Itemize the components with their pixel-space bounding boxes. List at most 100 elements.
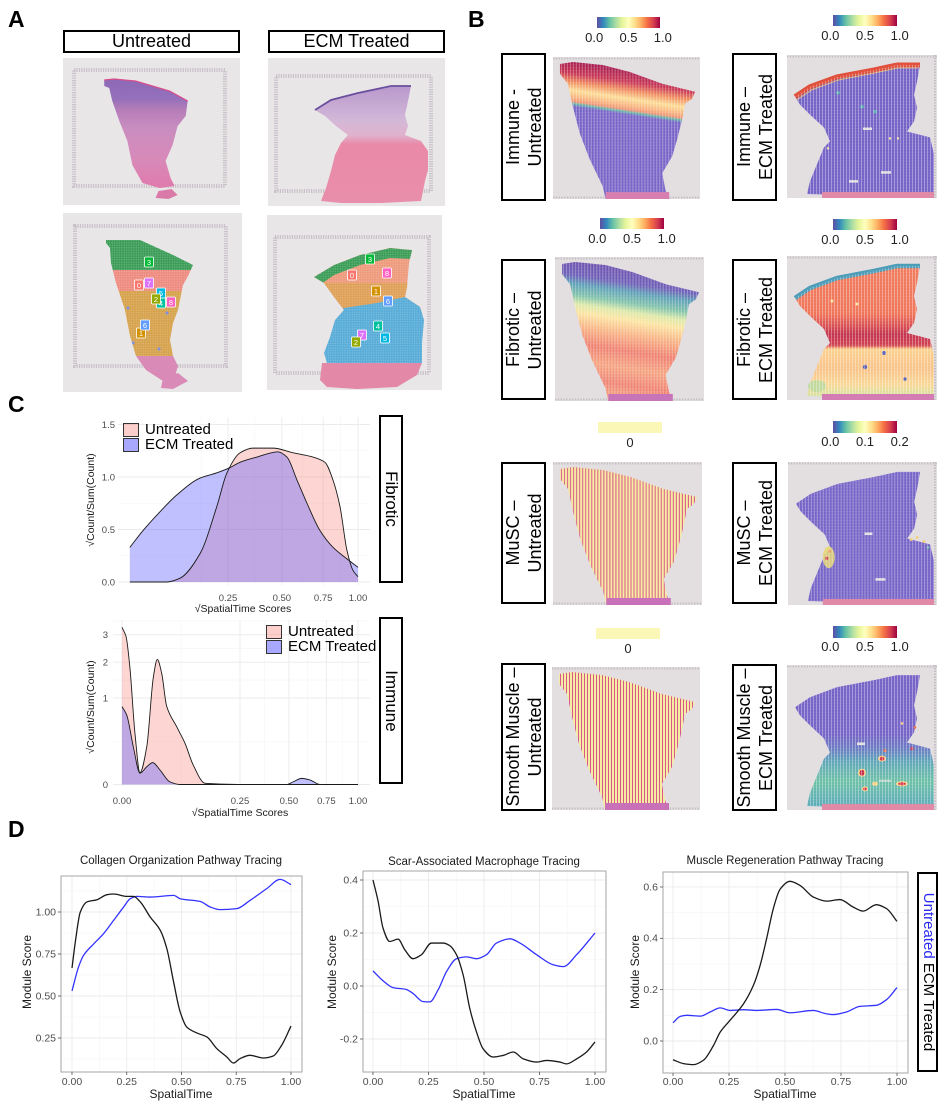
fiducial-frame xyxy=(273,235,431,375)
y-tick-label: 0 xyxy=(103,780,108,791)
density-outline-ecm-treated xyxy=(121,706,358,785)
cluster-badge-label: 8 xyxy=(385,269,389,278)
density-area-untreated xyxy=(122,627,358,785)
colorbar-tick: 0.5 xyxy=(622,231,642,246)
grid xyxy=(118,417,370,585)
cluster-badge-0: 0 xyxy=(134,279,144,291)
tissue-edge xyxy=(605,803,669,810)
cluster-badge-label: 6 xyxy=(386,297,390,306)
strip-immune: Immune xyxy=(379,617,403,784)
cluster-badge-label: 2 xyxy=(354,338,358,347)
label-smooth-muscle-ecm: Smooth Muscle – ECM Treated xyxy=(732,664,777,811)
legend-immune: Untreated ECM Treated xyxy=(266,624,376,654)
chart-immune-density: √SpatialTime Scores √Count/Sum(Count) 0.… xyxy=(85,620,370,819)
density-outline-untreated xyxy=(129,447,359,583)
legend-tracing: Untreated ECM Treated xyxy=(917,872,938,1072)
x-tick-label: 0.50 xyxy=(171,1076,192,1088)
x-tick-label: 0.00 xyxy=(62,1076,83,1088)
y-tick-label: 0.0 xyxy=(102,577,115,588)
colorbar-tick: 0.0 xyxy=(821,232,840,247)
label-text: Smooth Muscle – Untreated xyxy=(502,667,546,806)
y-tick-label: 0.4 xyxy=(643,933,658,945)
cluster-badge-box xyxy=(365,253,375,265)
legend-label: ECM Treated xyxy=(145,436,234,453)
spatial-map-immune-ecm xyxy=(787,55,937,198)
fiducial-frame xyxy=(73,224,228,368)
label-line-2: ECM Treated xyxy=(755,479,776,587)
tissue-section xyxy=(104,79,188,188)
x-tick-label: 0.75 xyxy=(314,593,333,604)
label-line-2: Untreated xyxy=(524,289,545,370)
y-tick-label: 2 xyxy=(103,658,108,669)
spatial-map-smooth-muscle-ecm xyxy=(787,665,937,810)
y-tick-label: 0.25 xyxy=(36,1032,57,1044)
plot-background xyxy=(363,871,606,1072)
panel-border xyxy=(362,870,607,1073)
tissue-edge xyxy=(314,85,411,111)
tissue-edge xyxy=(822,599,935,605)
tissue-fragment xyxy=(155,189,178,199)
cluster-badge-box xyxy=(166,296,176,308)
colorbar-immune-untreated xyxy=(597,17,660,28)
x-tick-label: 1.00 xyxy=(887,1076,908,1088)
colorbar-tick: 0.5 xyxy=(855,28,875,43)
legend-item-untreated: Untreated xyxy=(266,624,376,639)
colorbar-ticks-musc-ecm: 0.0 0.1 0.2 xyxy=(813,435,917,449)
colorbar-tick: 0.0 xyxy=(821,434,840,449)
cluster-badge-label: 2 xyxy=(154,295,158,304)
x-axis-title: √SpatialTime Scores xyxy=(192,807,288,819)
cluster-badge-box xyxy=(351,336,361,348)
cluster-badge-label: 8 xyxy=(169,298,173,307)
x-tick-label: 0.75 xyxy=(831,1076,852,1088)
colorbar-immune-ecm xyxy=(833,15,897,26)
y-tick-label: 0.5 xyxy=(102,525,115,536)
tissue-edge xyxy=(606,598,671,605)
colorbar-ticks-fibrotic-untreated: 0.0 0.5 1.0 xyxy=(580,232,684,246)
label-text: Immune - Untreated xyxy=(502,87,546,166)
colorbar-ticks-musc-untreated: 0 xyxy=(598,436,662,450)
legend-item-ecm: ECM Treated xyxy=(266,639,376,654)
grid xyxy=(363,871,606,1072)
x-tick-label: 0.25 xyxy=(418,1076,439,1088)
tissue-fragment xyxy=(161,373,188,389)
label-text: Fibrotic – Untreated xyxy=(502,290,546,369)
label-fibrotic-ecm: Fibrotic – ECM Treated xyxy=(732,259,777,400)
colorbar-ticks-smooth-muscle-ecm: 0.0 0.5 1.0 xyxy=(813,640,917,654)
chart-title: Scar-Associated Macrophage Tracing xyxy=(388,856,580,868)
line-untreated xyxy=(672,987,898,1024)
label-line-1: MuSC – xyxy=(733,500,754,566)
cluster-badge-2: 2 xyxy=(351,336,361,348)
y-axis-title: √Count/Sum(Count) xyxy=(85,453,97,546)
y-axis-title: Module Score xyxy=(628,935,642,1009)
x-tick-label: 0.75 xyxy=(529,1076,550,1088)
colorbar-tick: 0.0 xyxy=(588,231,607,246)
fiducial-frame xyxy=(274,74,433,193)
header-ecm-treated: ECM Treated xyxy=(268,30,445,53)
legend-swatch-ecm xyxy=(266,639,282,654)
cluster-badge-box xyxy=(144,277,154,289)
label-text: MuSC – ECM Treated xyxy=(733,480,777,586)
colorbar-ticks-immune-untreated: 0.0 0.5 1.0 xyxy=(577,31,680,45)
x-tick-label: 0.25 xyxy=(219,593,238,604)
series-layer xyxy=(71,878,292,1064)
legend-swatch-untreated xyxy=(266,624,282,639)
colorbar-tick: 1.0 xyxy=(653,30,672,45)
cluster-badge-box xyxy=(382,267,392,279)
grid xyxy=(663,872,908,1073)
colorbar-tick: 1.0 xyxy=(890,639,909,654)
cluster-image-ecm-treated: 3 0 816 4 7 5 2 xyxy=(267,215,442,390)
y-tick-label: 1.0 xyxy=(102,472,115,483)
cluster-badge-box xyxy=(140,319,150,331)
label-smooth-muscle-untreated: Smooth Muscle – Untreated xyxy=(501,663,546,811)
x-tick-label: 0.50 xyxy=(273,593,292,604)
colorbar-ticks-smooth-muscle-untreated: 0 xyxy=(596,642,660,656)
colorbar-tick: 1.0 xyxy=(890,28,909,43)
strip-text: Fibrotic xyxy=(382,471,401,527)
x-tick-label: 1.00 xyxy=(349,796,368,807)
label-text: Smooth Muscle – ECM Treated xyxy=(733,668,777,807)
cluster-badge-7: 7 xyxy=(144,277,154,289)
y-tick-label: 0.2 xyxy=(343,927,358,939)
cluster-badges: 3 0 816 4 7 5 2 xyxy=(347,253,393,348)
chart-collagen-organization: Collagen Organization Pathway Tracing Sp… xyxy=(20,855,303,1101)
cluster-badge-label: 4 xyxy=(159,299,163,308)
